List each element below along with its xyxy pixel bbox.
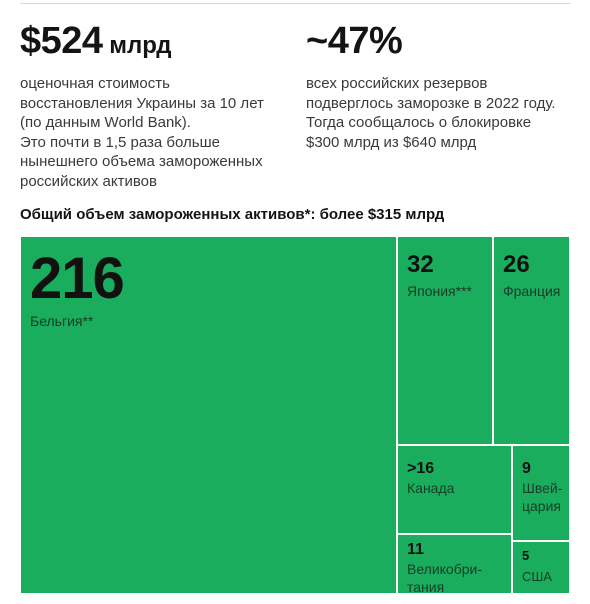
stat-number: ~47% [306, 20, 403, 62]
stat-number: $524 [20, 20, 103, 62]
treemap-value-japan: 32 [407, 251, 434, 278]
stat-line: (по данным World Bank). [20, 114, 191, 131]
treemap-value-belgium: 216 [30, 246, 124, 311]
stat-description: оценочная стоимость восстановления Украи… [20, 74, 290, 191]
stat-unit: млрд [102, 32, 172, 59]
treemap-cell-switzerland [511, 444, 571, 542]
treemap-value-uk: 11 [407, 541, 424, 558]
stat-line: российских активов [20, 172, 157, 190]
treemap-label-japan: Япония*** [407, 283, 473, 299]
stat-line: Это почти в 1,5 раза больше [20, 133, 220, 151]
treemap-cell-belgium [19, 235, 398, 595]
stat-line: $300 млрд из $640 млрд [306, 133, 477, 151]
stat-value: $524 млрд [20, 22, 290, 60]
treemap-cell-france [492, 235, 571, 446]
treemap-label-uk: тания [407, 579, 444, 595]
treemap-label-france: Франция [503, 283, 560, 299]
stat-line: всех российских резервов [306, 75, 488, 92]
stat-line: оценочная стоимость [20, 75, 170, 92]
stat-line: восстановления Украины за 10 лет [20, 94, 264, 112]
treemap-cell-usa [511, 540, 571, 595]
stat-line: подверглось заморозке в 2022 году. [306, 94, 556, 112]
stat-line: нынешнего объема замороженных [20, 153, 263, 170]
treemap-label-canada: Канада [407, 480, 455, 496]
treemap-label-belgium: Бельгия** [30, 313, 94, 329]
treemap-label-usa: США [522, 569, 552, 584]
stat-frozen-reserves-share: ~47% всех российских резервов подверглос… [306, 22, 576, 152]
treemap-value-switzerland: 9 [522, 460, 531, 477]
chart-title: Общий объем замороженных активов*: более… [20, 206, 445, 223]
top-divider [20, 3, 570, 4]
treemap-value-france: 26 [503, 251, 530, 278]
treemap-label-uk: Великобри- [407, 561, 482, 577]
treemap-label-switzerland: цария [522, 498, 561, 514]
stat-value: ~47% [306, 22, 576, 60]
treemap-cell-japan [396, 235, 494, 446]
stat-line: Тогда сообщалось о блокировке [306, 114, 532, 131]
treemap-value-usa: 5 [522, 548, 529, 563]
treemap-cell-uk [396, 533, 513, 595]
treemap-label-switzerland: Швей- [522, 480, 563, 496]
stat-description: всех российских резервов подверглось зам… [306, 74, 576, 152]
stat-reconstruction-cost: $524 млрд оценочная стоимость восстановл… [20, 22, 290, 191]
treemap-value-canada: >16 [407, 460, 434, 477]
